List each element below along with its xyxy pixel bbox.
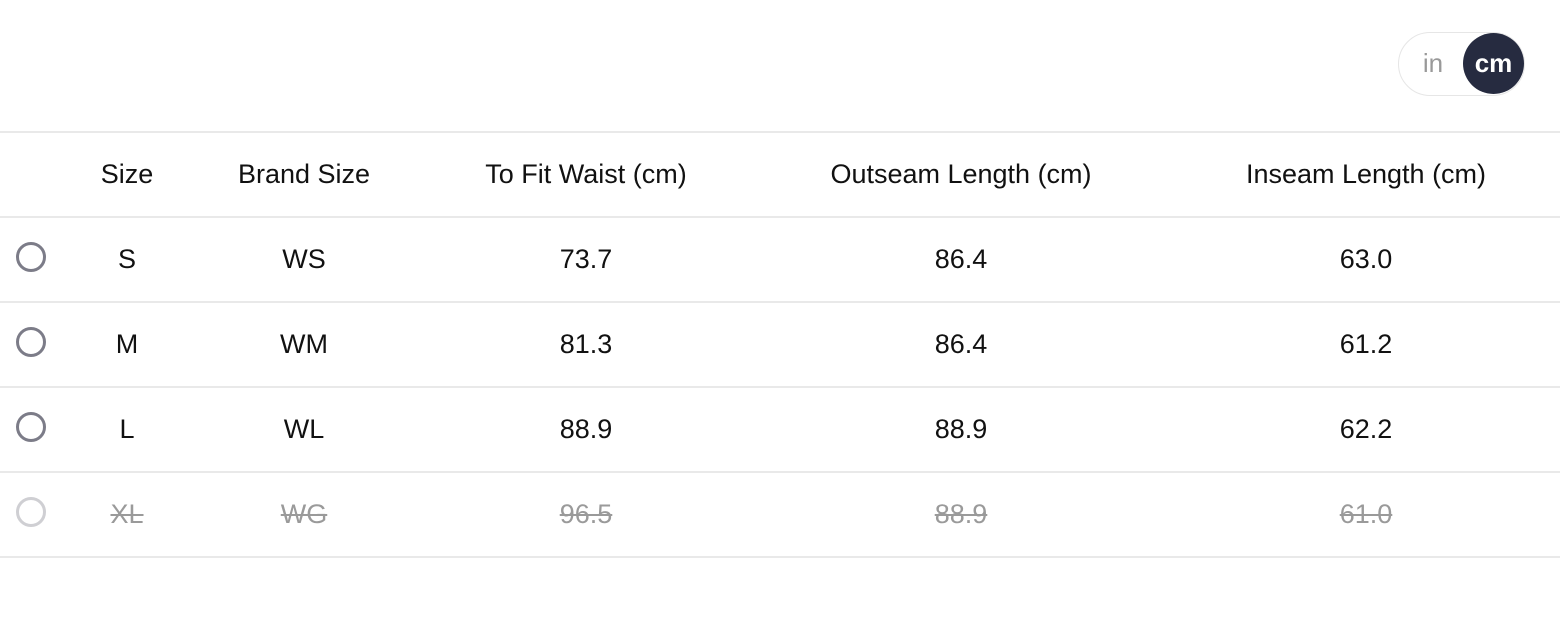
table-header: Size Brand Size To Fit Waist (cm) Outsea…: [0, 131, 1560, 216]
size-radio-button[interactable]: [16, 241, 46, 272]
header-inseam: Inseam Length (cm): [1245, 159, 1487, 189]
cell-inseam: 63.0: [1339, 244, 1393, 274]
size-radio-button[interactable]: [16, 411, 46, 442]
table-row[interactable]: XL WG 96.5 88.9 61.0: [0, 471, 1560, 558]
radio-cell: [0, 411, 68, 442]
cell-brand-size: WS: [282, 244, 326, 274]
size-chart-table: Size Brand Size To Fit Waist (cm) Outsea…: [0, 131, 1560, 558]
unit-toggle[interactable]: in cm: [1398, 32, 1525, 96]
cell-size: S: [117, 244, 136, 274]
size-radio-button: [16, 496, 46, 527]
radio-cell: [0, 326, 68, 357]
cell-outseam: 88.9: [934, 414, 988, 444]
table-row[interactable]: L WL 88.9 88.9 62.2: [0, 386, 1560, 471]
cell-size: L: [119, 414, 135, 444]
cell-brand-size: WG: [280, 499, 328, 529]
cell-size: XL: [110, 499, 144, 529]
radio-cell: [0, 241, 68, 272]
header-brand-size: Brand Size: [237, 159, 371, 189]
cell-waist: 81.3: [559, 329, 613, 359]
table-row[interactable]: M WM 81.3 86.4 61.2: [0, 301, 1560, 386]
header-waist: To Fit Waist (cm): [485, 159, 687, 189]
cell-size: M: [115, 329, 139, 359]
cell-outseam: 88.9: [934, 499, 988, 529]
table-row[interactable]: S WS 73.7 86.4 63.0: [0, 216, 1560, 301]
cell-waist: 73.7: [559, 244, 613, 274]
cell-outseam: 86.4: [934, 244, 988, 274]
cell-inseam: 62.2: [1339, 414, 1393, 444]
size-radio-button[interactable]: [16, 326, 46, 357]
cell-waist: 96.5: [559, 499, 613, 529]
unit-option-in[interactable]: in: [1422, 48, 1444, 78]
header-size: Size: [100, 159, 154, 189]
cell-waist: 88.9: [559, 414, 613, 444]
cell-brand-size: WM: [280, 329, 328, 359]
cell-inseam: 61.0: [1339, 499, 1393, 529]
header-outseam: Outseam Length (cm): [830, 159, 1092, 189]
cell-inseam: 61.2: [1339, 329, 1393, 359]
radio-cell: [0, 496, 68, 527]
cell-brand-size: WL: [283, 414, 325, 444]
cell-outseam: 86.4: [934, 329, 988, 359]
unit-option-cm[interactable]: cm: [1463, 33, 1524, 94]
